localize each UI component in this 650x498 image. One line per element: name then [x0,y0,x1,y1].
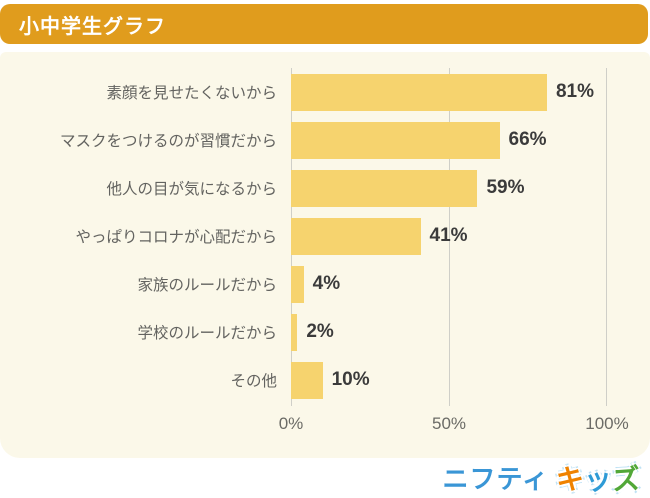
bar-track: 66% [291,116,607,164]
page-title: 小中学生グラフ [19,15,166,38]
chart-row: やっぱりコロナが心配だから 41% [0,212,650,260]
bar-track: 10% [291,356,607,404]
value-label: 81% [555,81,594,102]
logo-brand-text: ニフティ [442,464,549,494]
bar-track: 59% [291,164,607,212]
bar [291,169,478,207]
chart-row: その他 10% [0,356,650,404]
logo-char: ズ [611,462,642,496]
logo-sub-text: キッズ [555,458,642,498]
chart-row: 学校のルールだから 2% [0,308,650,356]
nifty-kids-logo: ニフティ キッズ [442,458,642,498]
chart-panel: 素顔を見せたくないから 81% マスクをつけるのが習慣だから 66% 他人の目が気になる… [0,52,650,458]
x-tick-label: 100% [585,414,629,433]
bar [291,121,500,159]
category-label: やっぱりコロナが心配だから [75,229,277,246]
x-tick-label: 50% [431,414,467,433]
value-label: 59% [486,177,525,198]
chart-row: マスクをつけるのが習慣だから 66% [0,116,650,164]
bar-track: 4% [291,260,607,308]
category-label: 学校のルールだから [137,325,277,342]
value-label: 41% [429,225,468,246]
x-axis: 0% 50% 100% [279,414,629,440]
logo-char: キ [555,462,586,496]
chart-rows: 素顔を見せたくないから 81% マスクをつけるのが習慣だから 66% 他人の目が気になる… [0,68,650,404]
category-label: 家族のルールだから [137,277,277,294]
bar-track: 2% [291,308,607,356]
category-label: 素顔を見せたくないから [106,85,277,102]
x-tick-label: 0% [278,414,304,433]
gridline [606,68,607,406]
bar [291,361,323,399]
value-label: 2% [306,321,334,342]
bar-chart: 素顔を見せたくないから 81% マスクをつけるのが習慣だから 66% 他人の目が気になる… [0,68,650,433]
bar-track: 41% [291,212,607,260]
bar [291,265,304,303]
bar [291,313,298,351]
chart-row: 素顔を見せたくないから 81% [0,68,650,116]
chart-row: 家族のルールだから 4% [0,260,650,308]
value-label: 10% [331,369,370,390]
chart-row: 他人の目が気になるから 59% [0,164,650,212]
value-label: 4% [312,273,341,294]
value-label: 66% [508,129,547,150]
bar [291,73,547,111]
category-label: マスクをつけるのが習慣だから [59,133,277,150]
footer: ニフティ キッズ [0,458,650,497]
category-label: 他人の目が気になるから [106,181,277,198]
gridline [449,68,450,406]
chart-title-banner: 小中学生グラフ [0,4,648,44]
logo-char: ッ [583,462,614,496]
bar-track: 81% [291,68,607,116]
bar [291,217,421,255]
category-label: その他 [230,373,277,390]
